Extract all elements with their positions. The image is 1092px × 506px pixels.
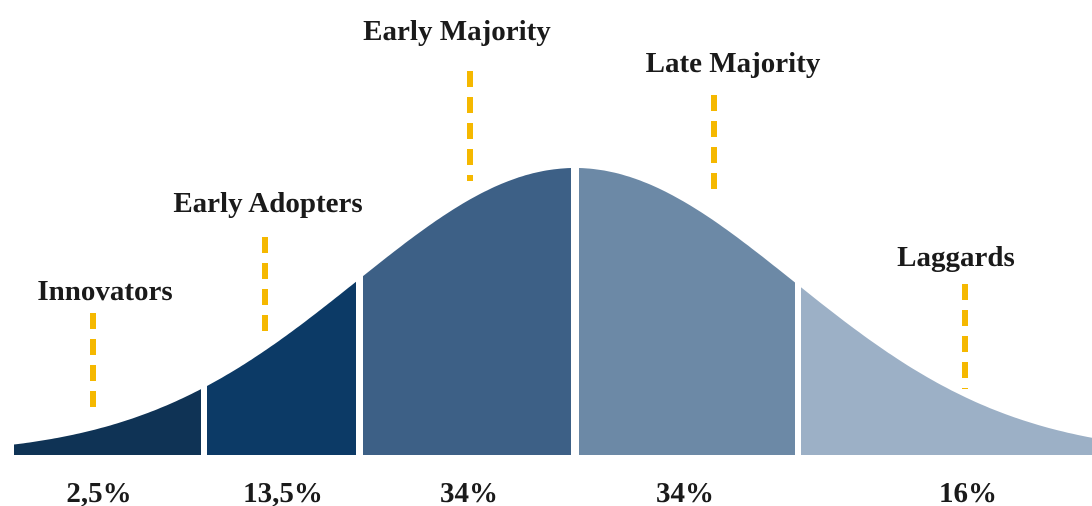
label-early-adopters: Early Adopters <box>173 187 362 219</box>
label-late-majority: Late Majority <box>646 47 821 79</box>
segment-laggards <box>801 287 1092 455</box>
percent-late-majority: 34% <box>656 477 714 506</box>
percent-early-majority: 34% <box>440 477 498 506</box>
label-innovators: Innovators <box>37 275 172 307</box>
segment-innovators <box>14 389 201 455</box>
segment-late-majority <box>579 168 795 456</box>
label-early-majority: Early Majority <box>363 15 551 47</box>
percent-early-adopters: 13,5% <box>243 477 323 506</box>
percent-innovators: 2,5% <box>66 477 131 506</box>
label-laggards: Laggards <box>897 241 1015 273</box>
segment-early-majority <box>363 168 571 456</box>
percent-laggards: 16% <box>939 477 997 506</box>
segment-early-adopters <box>207 281 356 455</box>
